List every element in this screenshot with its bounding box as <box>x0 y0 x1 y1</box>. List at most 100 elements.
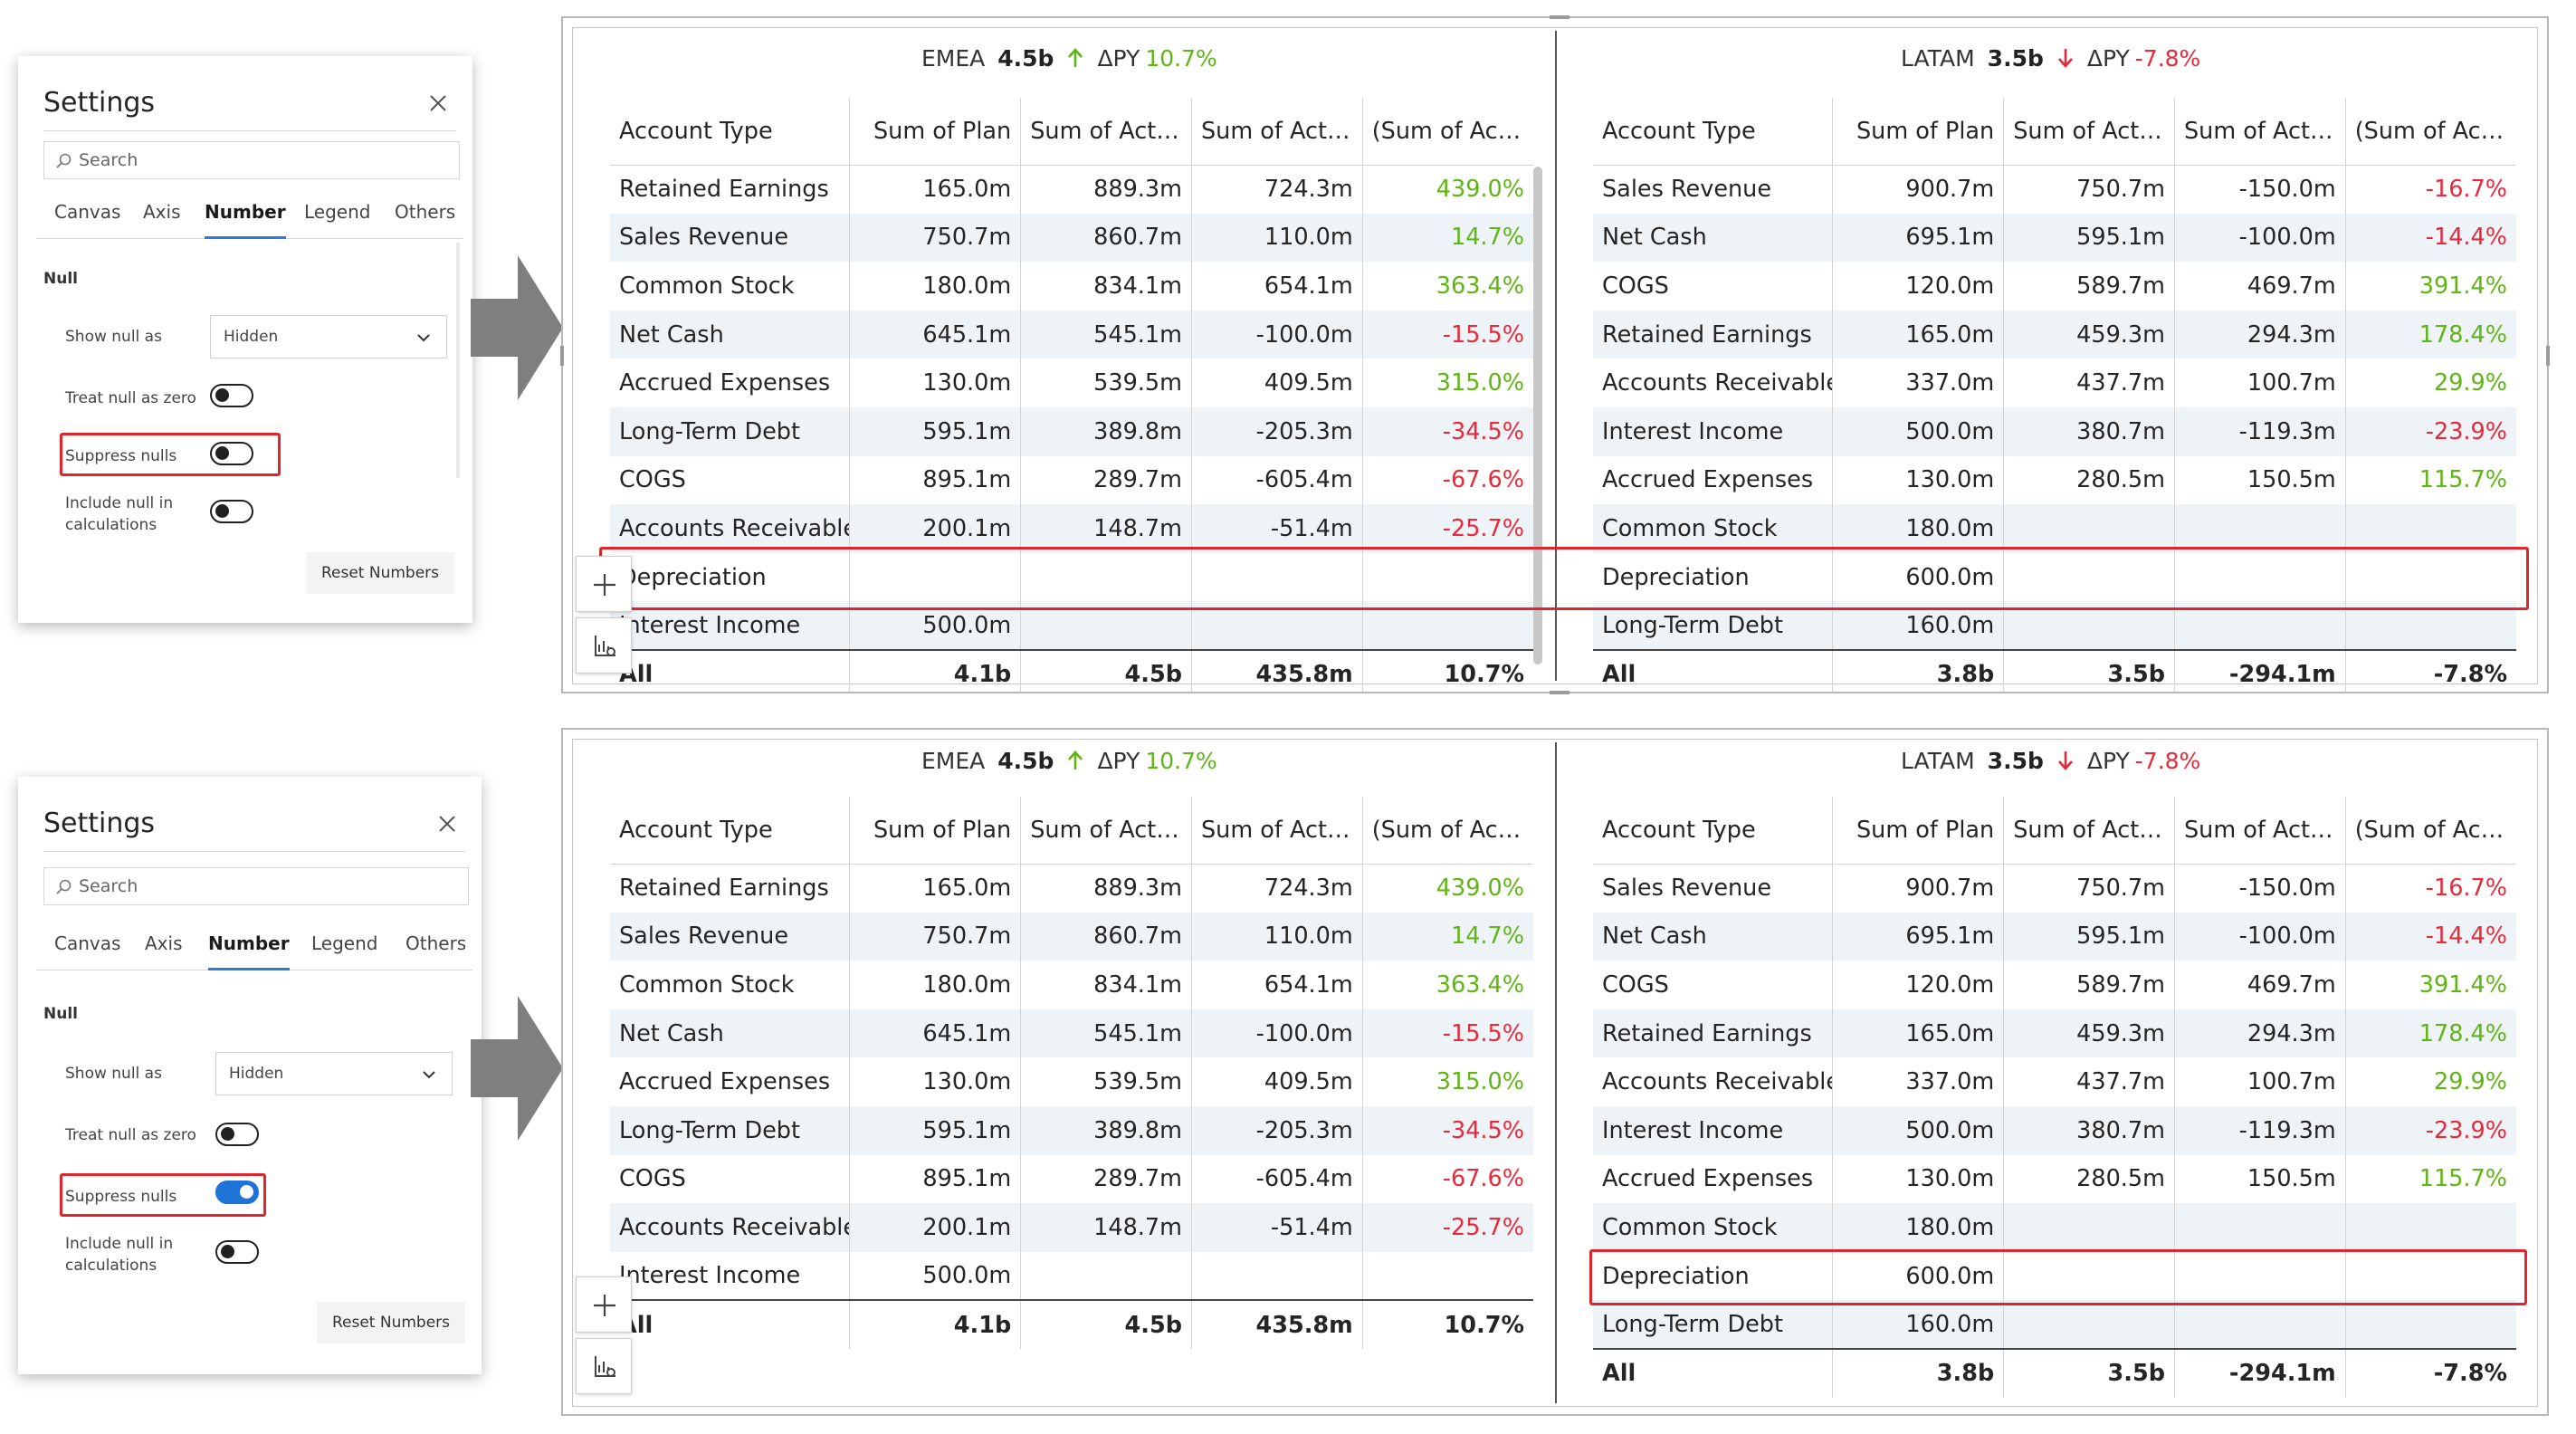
table-row[interactable]: Retained Earnings 165.0m 889.3m 724.3m 439.0… <box>610 864 1533 913</box>
column-header[interactable]: Account Type <box>1593 797 1834 865</box>
table-row[interactable]: Net Cash 695.1m 595.1m -100.0m -14.4% <box>1593 912 2516 961</box>
tab-others[interactable]: Others <box>405 932 467 954</box>
add-button[interactable] <box>576 1276 632 1333</box>
value-cell: 724.3m <box>1191 165 1363 214</box>
add-button[interactable] <box>576 556 632 612</box>
table-row[interactable]: Accrued Expenses 130.0m 539.5m 409.5m 315.0% <box>610 1057 1533 1106</box>
table-row[interactable]: Net Cash 645.1m 545.1m -100.0m -15.5% <box>610 310 1533 359</box>
table-row[interactable]: Interest Income 500.0m 380.7m -119.3m -23.9% <box>1593 406 2516 456</box>
table-row[interactable]: COGS 895.1m 289.7m -605.4m -67.6% <box>610 1154 1533 1204</box>
chart-settings-button[interactable] <box>576 1338 632 1394</box>
column-header[interactable]: Sum of Actu... <box>1020 797 1192 865</box>
table-row[interactable]: Sales Revenue 900.7m 750.7m -150.0m -16.7% <box>1593 165 2516 214</box>
table-row[interactable]: Interest Income 500.0m <box>610 1251 1533 1301</box>
reset-numbers-button[interactable]: Reset Numbers <box>317 1302 465 1343</box>
column-header[interactable]: Account Type <box>610 797 851 865</box>
column-header[interactable]: Sum of Plan <box>849 98 1022 166</box>
resize-handle[interactable] <box>1550 15 1569 19</box>
table-row[interactable]: Common Stock 180.0m 834.1m 654.1m 363.4% <box>610 262 1533 311</box>
column-header[interactable]: (Sum of Act... <box>1362 98 1533 166</box>
table-row[interactable]: COGS 120.0m 589.7m 469.7m 391.4% <box>1593 961 2516 1009</box>
total-row[interactable]: All 4.1b 4.5b 435.8m 10.7% <box>610 1299 1533 1349</box>
close-icon[interactable] <box>436 813 458 835</box>
table-row[interactable]: Accrued Expenses 130.0m 539.5m 409.5m 315.0% <box>610 358 1533 407</box>
column-header[interactable]: Sum of Actu... <box>1191 797 1363 865</box>
table-row[interactable]: Long-Term Debt 160.0m <box>1593 1300 2516 1349</box>
section-null-label: Null <box>43 270 78 288</box>
show-null-as-dropdown[interactable]: Hidden <box>210 315 447 358</box>
column-header[interactable]: Sum of Actu... <box>2174 98 2346 166</box>
suppress-nulls-toggle[interactable] <box>210 442 253 465</box>
total-row[interactable]: All 3.8b 3.5b -294.1m -7.8% <box>1593 648 2516 692</box>
value-cell: -294.1m <box>2174 1347 2346 1398</box>
total-row[interactable]: All 4.1b 4.5b 435.8m 10.7% <box>610 648 1533 692</box>
table-row[interactable]: Accounts Receivable 200.1m 148.7m -51.4m -25… <box>610 504 1533 553</box>
tab-canvas[interactable]: Canvas <box>54 932 121 954</box>
treat-null-toggle[interactable] <box>215 1123 259 1146</box>
scrollbar[interactable] <box>1533 167 1542 664</box>
reset-numbers-button[interactable]: Reset Numbers <box>306 552 454 594</box>
column-header[interactable]: Sum of Plan <box>849 797 1022 865</box>
table-row[interactable]: Interest Income 500.0m 380.7m -119.3m -23.9% <box>1593 1105 2516 1155</box>
table-row[interactable]: Depreciation 600.0m <box>1593 1251 2516 1301</box>
table-row[interactable]: COGS 895.1m 289.7m -605.4m -67.6% <box>610 455 1533 505</box>
tab-others[interactable]: Others <box>395 201 456 223</box>
table-row[interactable]: Common Stock 180.0m 834.1m 654.1m 363.4% <box>610 961 1533 1009</box>
tab-number[interactable]: Number <box>205 201 286 239</box>
close-icon[interactable] <box>427 92 449 114</box>
tab-axis[interactable]: Axis <box>143 201 181 223</box>
total-row[interactable]: All 3.8b 3.5b -294.1m -7.8% <box>1593 1347 2516 1398</box>
table-row[interactable]: Accounts Receivable 337.0m 437.7m 100.7m 29.… <box>1593 358 2516 407</box>
resize-handle[interactable] <box>1550 691 1569 694</box>
table-row[interactable]: Net Cash 695.1m 595.1m -100.0m -14.4% <box>1593 213 2516 263</box>
column-header[interactable]: Sum of Plan <box>1832 797 2005 865</box>
table-row[interactable]: Common Stock 180.0m <box>1593 1203 2516 1252</box>
table-row[interactable]: Long-Term Debt 595.1m 389.8m -205.3m -34.5% <box>610 1105 1533 1155</box>
column-header[interactable]: (Sum of Act... <box>2345 98 2516 166</box>
tab-legend[interactable]: Legend <box>304 201 371 223</box>
table-row[interactable]: Retained Earnings 165.0m 459.3m 294.3m 178.4… <box>1593 310 2516 359</box>
table-row[interactable]: Sales Revenue 750.7m 860.7m 110.0m 14.7% <box>610 912 1533 961</box>
include-null-toggle[interactable] <box>210 500 253 523</box>
scrollbar[interactable] <box>456 243 460 478</box>
table-row[interactable]: Sales Revenue 750.7m 860.7m 110.0m 14.7% <box>610 213 1533 263</box>
table-row[interactable]: Accounts Receivable 200.1m 148.7m -51.4m -25… <box>610 1203 1533 1252</box>
column-header[interactable]: Sum of Actu... <box>1020 98 1192 166</box>
tab-legend[interactable]: Legend <box>311 932 378 954</box>
table-row[interactable]: Common Stock 180.0m <box>1593 504 2516 553</box>
include-null-toggle[interactable] <box>215 1240 259 1264</box>
column-header[interactable]: (Sum of Act... <box>1362 797 1533 865</box>
table-row[interactable]: COGS 120.0m 589.7m 469.7m 391.4% <box>1593 262 2516 311</box>
column-header[interactable]: Account Type <box>1593 98 1834 166</box>
value-cell: 391.4% <box>2419 272 2507 300</box>
table-row[interactable]: Net Cash 645.1m 545.1m -100.0m -15.5% <box>610 1009 1533 1058</box>
table-row[interactable]: Long-Term Debt 595.1m 389.8m -205.3m -34.5% <box>610 406 1533 456</box>
column-header[interactable]: Sum of Actu... <box>1191 98 1363 166</box>
show-null-as-dropdown[interactable]: Hidden <box>215 1052 453 1095</box>
search-input[interactable]: Search <box>43 867 469 905</box>
table-row[interactable]: Accrued Expenses 130.0m 280.5m 150.5m 115.7% <box>1593 455 2516 505</box>
tab-number[interactable]: Number <box>208 932 290 970</box>
resize-handle[interactable] <box>560 346 564 366</box>
table-row[interactable]: Sales Revenue 900.7m 750.7m -150.0m -16.7% <box>1593 864 2516 913</box>
column-header[interactable]: Sum of Actu... <box>2174 797 2346 865</box>
resize-handle[interactable] <box>2546 346 2550 366</box>
table-row[interactable]: Retained Earnings 165.0m 459.3m 294.3m 178.4… <box>1593 1009 2516 1058</box>
table-row[interactable]: Accrued Expenses 130.0m 280.5m 150.5m 115.7% <box>1593 1154 2516 1204</box>
column-header[interactable]: Account Type <box>610 98 851 166</box>
tab-axis[interactable]: Axis <box>145 932 183 954</box>
chart-settings-button[interactable] <box>576 617 632 674</box>
column-header[interactable]: (Sum of Act... <box>2345 797 2516 865</box>
column-header[interactable]: Sum of Actu... <box>2003 797 2175 865</box>
column-header[interactable]: Sum of Plan <box>1832 98 2005 166</box>
table-row[interactable]: Accounts Receivable 337.0m 437.7m 100.7m 29.… <box>1593 1057 2516 1106</box>
treat-null-toggle[interactable] <box>210 384 253 407</box>
suppress-nulls-toggle[interactable] <box>215 1181 259 1204</box>
table-row[interactable]: Depreciation 600.0m <box>1593 552 2516 602</box>
table-row[interactable]: Depreciation <box>610 552 1533 602</box>
column-header[interactable]: Sum of Actu... <box>2003 98 2175 166</box>
value-cell: 695.1m <box>1832 213 2005 263</box>
search-input[interactable]: Search <box>43 141 460 179</box>
tab-canvas[interactable]: Canvas <box>54 201 121 223</box>
table-row[interactable]: Retained Earnings 165.0m 889.3m 724.3m 439.0… <box>610 165 1533 214</box>
